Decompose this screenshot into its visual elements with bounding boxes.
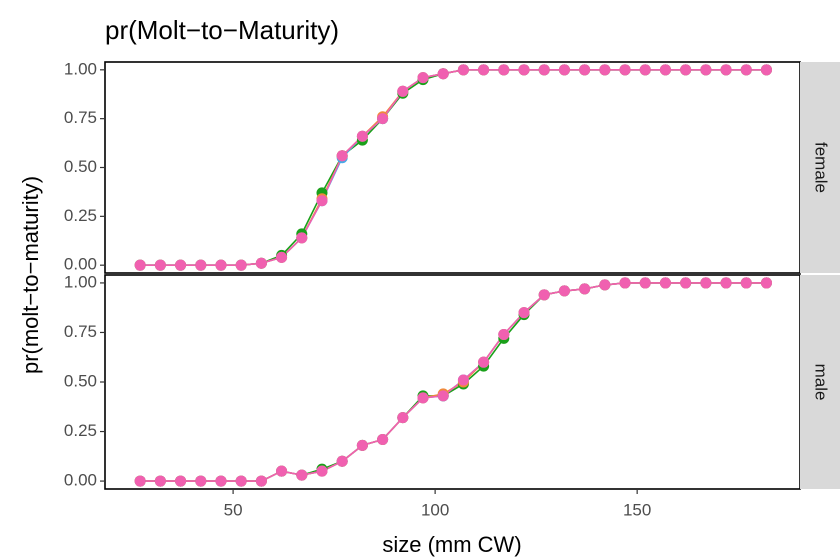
data-point bbox=[235, 259, 247, 271]
data-point bbox=[498, 64, 510, 76]
data-point bbox=[417, 392, 429, 404]
data-point bbox=[377, 433, 389, 445]
data-point bbox=[356, 439, 368, 451]
facet-label: male bbox=[812, 364, 831, 401]
y-tick-label: 0.75 bbox=[64, 108, 97, 127]
y-tick-label: 1.00 bbox=[64, 59, 97, 78]
y-tick-label: 0.50 bbox=[64, 371, 97, 390]
data-point bbox=[518, 64, 530, 76]
data-point bbox=[639, 64, 651, 76]
series-line bbox=[140, 69, 767, 267]
x-tick-label: 100 bbox=[421, 500, 449, 519]
data-point bbox=[154, 475, 166, 487]
chart-title: pr(Molt−to−Maturity) bbox=[105, 15, 339, 45]
data-point bbox=[336, 150, 348, 162]
data-point bbox=[175, 259, 187, 271]
data-point bbox=[175, 475, 187, 487]
data-point bbox=[760, 64, 772, 76]
series-line bbox=[140, 69, 767, 267]
data-point bbox=[457, 64, 469, 76]
data-point bbox=[498, 328, 510, 340]
data-point bbox=[760, 277, 772, 289]
series-line bbox=[140, 282, 767, 482]
data-point bbox=[659, 64, 671, 76]
y-tick-label: 0.00 bbox=[64, 255, 97, 274]
data-point bbox=[296, 232, 308, 244]
data-point bbox=[316, 465, 328, 477]
data-point bbox=[195, 259, 207, 271]
data-point bbox=[680, 277, 692, 289]
y-tick-label: 1.00 bbox=[64, 272, 97, 291]
data-point bbox=[134, 475, 146, 487]
data-point bbox=[296, 469, 308, 481]
series-line bbox=[140, 282, 767, 482]
data-point bbox=[417, 72, 429, 84]
y-tick-label: 0.50 bbox=[64, 157, 97, 176]
data-point bbox=[195, 475, 207, 487]
data-point bbox=[538, 64, 550, 76]
data-point bbox=[740, 64, 752, 76]
data-point bbox=[599, 64, 611, 76]
data-point bbox=[538, 289, 550, 301]
data-point bbox=[720, 64, 732, 76]
data-point bbox=[215, 259, 227, 271]
data-point bbox=[397, 412, 409, 424]
facet-strip bbox=[800, 62, 840, 273]
panel-border bbox=[104, 274, 801, 490]
y-tick-label: 0.00 bbox=[64, 471, 97, 490]
x-tick-label: 150 bbox=[623, 500, 651, 519]
data-point bbox=[276, 251, 288, 263]
data-point bbox=[255, 257, 267, 269]
data-point bbox=[235, 475, 247, 487]
data-point bbox=[437, 390, 449, 402]
data-point bbox=[720, 277, 732, 289]
data-point bbox=[619, 64, 631, 76]
x-tick-label: 50 bbox=[224, 500, 243, 519]
data-point bbox=[700, 277, 712, 289]
series-line bbox=[140, 282, 767, 482]
series-line bbox=[140, 282, 767, 482]
data-point bbox=[659, 277, 671, 289]
panel-border bbox=[104, 61, 801, 274]
facet-label: female bbox=[812, 142, 831, 193]
data-point bbox=[558, 64, 570, 76]
data-point bbox=[558, 285, 570, 297]
data-point bbox=[215, 475, 227, 487]
data-point bbox=[457, 374, 469, 386]
data-point bbox=[397, 85, 409, 97]
facet-strip bbox=[800, 275, 840, 489]
data-point bbox=[700, 64, 712, 76]
data-point bbox=[478, 64, 490, 76]
data-point bbox=[356, 130, 368, 142]
data-point bbox=[740, 277, 752, 289]
data-point bbox=[639, 277, 651, 289]
data-point bbox=[680, 64, 692, 76]
data-point bbox=[377, 113, 389, 125]
data-point bbox=[276, 465, 288, 477]
data-point bbox=[255, 475, 267, 487]
data-point bbox=[437, 68, 449, 80]
data-point bbox=[316, 195, 328, 207]
data-point bbox=[619, 277, 631, 289]
x-axis-label: size (mm CW) bbox=[382, 532, 521, 557]
data-point bbox=[336, 455, 348, 467]
y-tick-label: 0.25 bbox=[64, 206, 97, 225]
data-point bbox=[478, 356, 490, 368]
series-line bbox=[140, 69, 767, 267]
data-point bbox=[579, 283, 591, 295]
data-point bbox=[154, 259, 166, 271]
y-tick-label: 0.75 bbox=[64, 322, 97, 341]
data-point bbox=[579, 64, 591, 76]
y-axis-label: pr(molt−to−maturity) bbox=[18, 176, 43, 374]
data-point bbox=[134, 259, 146, 271]
data-point bbox=[518, 307, 530, 319]
data-point bbox=[599, 279, 611, 291]
series-line bbox=[140, 69, 767, 267]
y-tick-label: 0.25 bbox=[64, 421, 97, 440]
